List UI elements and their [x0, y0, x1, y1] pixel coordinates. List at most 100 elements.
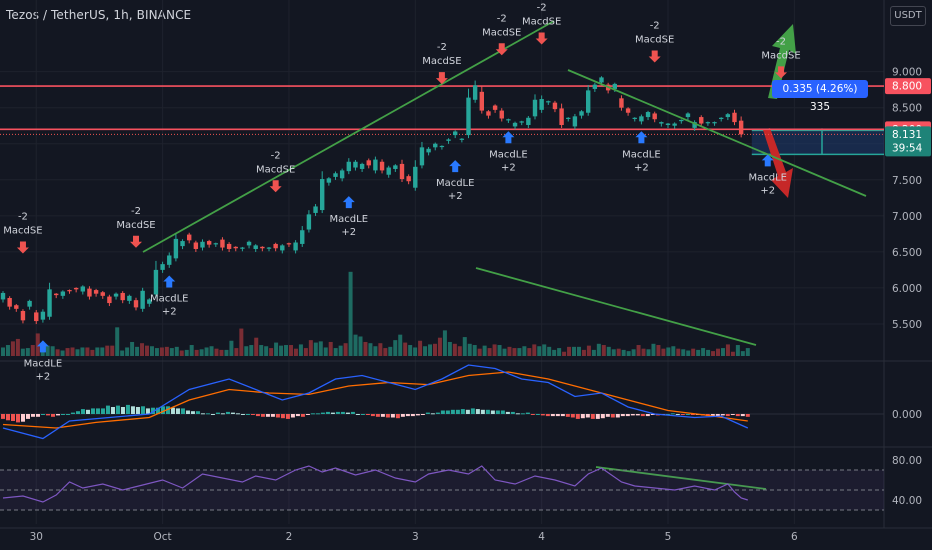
current-price-badge-bg [885, 126, 931, 157]
macd-histogram-bar [300, 414, 305, 417]
volume-bar [25, 348, 30, 356]
macd-histogram-bar [295, 414, 300, 417]
candle-down [492, 105, 498, 110]
macd-histogram-bar [330, 412, 335, 414]
macd-histogram-bar [75, 411, 80, 414]
volume-bar [611, 349, 616, 356]
volume-bar [15, 338, 20, 356]
volume-bar [144, 345, 149, 356]
macd-histogram-bar [735, 414, 740, 417]
volume-bar [596, 343, 601, 356]
volume-bar [686, 350, 691, 356]
volume-bar [264, 346, 269, 356]
volume-bar [149, 346, 154, 356]
volume-bar [229, 340, 234, 356]
macd-histogram-bar [435, 412, 440, 414]
volume-bar [303, 348, 308, 356]
signal-count: -2 [497, 13, 507, 24]
macd-histogram-bar [145, 408, 150, 414]
volume-bar [343, 343, 348, 356]
sell-arrow [16, 241, 29, 254]
volume-bar [60, 350, 65, 356]
candle-up [512, 122, 518, 127]
candle-up [293, 242, 298, 251]
volume-bar [711, 351, 716, 356]
macd-histogram-bar [95, 408, 100, 414]
candle-up [27, 300, 32, 307]
macd-histogram-bar [340, 411, 345, 414]
volume-bar [179, 350, 184, 356]
macd-histogram-bar [495, 410, 500, 414]
strategy-signals: -2 MacdSE MacdLE +2 -2 MacdSE MacdLE +2 -2 MacdSE… [3, 2, 800, 382]
price-tick-label: 7.000 [892, 211, 922, 223]
macd-histogram-bar [220, 413, 225, 415]
candle-up [386, 167, 391, 175]
volume-bar [527, 348, 532, 356]
volume-bar [651, 343, 656, 356]
volume-bar [517, 348, 522, 356]
macd-histogram-bar [360, 414, 365, 415]
volume-bar [671, 346, 676, 356]
signal-label: MacdSE [256, 164, 295, 175]
bar-countdown: 39:54 [892, 142, 923, 154]
currency-selector[interactable]: USDT [890, 6, 926, 26]
trendlines[interactable] [142, 20, 867, 490]
macd-histogram-bar [230, 412, 235, 414]
candle-up [140, 290, 145, 309]
volume-bar [284, 345, 289, 356]
macd-histogram-bar [310, 413, 315, 415]
volume-bar [130, 341, 135, 356]
macd-histogram-bar [395, 414, 400, 419]
macd-histogram-bar [120, 407, 125, 414]
signal-count: +2 [501, 162, 516, 173]
macd-histogram-bar [245, 414, 250, 415]
macd-histogram-bar [600, 414, 605, 419]
macd-histogram-bar [125, 404, 130, 414]
macd-tick-label: 0.000 [892, 409, 922, 421]
volume-bar [298, 344, 303, 356]
volume-bar [244, 346, 249, 356]
volume-bar [90, 349, 95, 356]
macd-histogram-bar [580, 414, 585, 419]
volume-bar [1, 347, 5, 356]
candle-up [426, 148, 431, 153]
macd-histogram-bar [115, 405, 120, 414]
volume-bar [10, 341, 15, 356]
macd-histogram-bar [455, 409, 460, 414]
macd-histogram-bar [50, 414, 55, 417]
volume-bar [537, 346, 542, 356]
volume-bar [115, 327, 120, 356]
candle-up [200, 241, 205, 248]
macd-histogram-bar [385, 414, 390, 418]
volume-bar [735, 345, 740, 356]
volume-bar [716, 348, 721, 356]
time-axis[interactable]: 30 Oct 2 3 4 5 6 [30, 531, 798, 543]
volume-bar [482, 345, 487, 356]
volume-bar [720, 348, 725, 356]
candle-down [366, 160, 371, 166]
volume-bar [209, 346, 214, 356]
candle-up [539, 99, 544, 110]
macd-histogram-bar [185, 410, 190, 414]
volume-bar [572, 346, 577, 356]
macd-histogram-bar [390, 414, 395, 418]
candle-up [725, 114, 731, 118]
candle-up [472, 85, 478, 100]
volume-bar [661, 348, 666, 356]
macd-histogram-bar [240, 414, 245, 415]
macd-histogram-bar [680, 414, 685, 415]
macd-histogram-bar [400, 414, 405, 417]
time-tick-label: 6 [791, 531, 798, 543]
candle-up [419, 147, 425, 166]
volume-bar [308, 340, 313, 356]
volume-bar [20, 348, 25, 356]
signal-count: +2 [634, 162, 649, 173]
candle-down [619, 98, 624, 108]
volume-bar [105, 345, 110, 356]
candle-up [592, 84, 598, 89]
time-tick-label: 30 [30, 531, 43, 543]
buy-arrow [761, 154, 774, 167]
candle-up [665, 123, 671, 125]
candle-up [532, 99, 538, 117]
